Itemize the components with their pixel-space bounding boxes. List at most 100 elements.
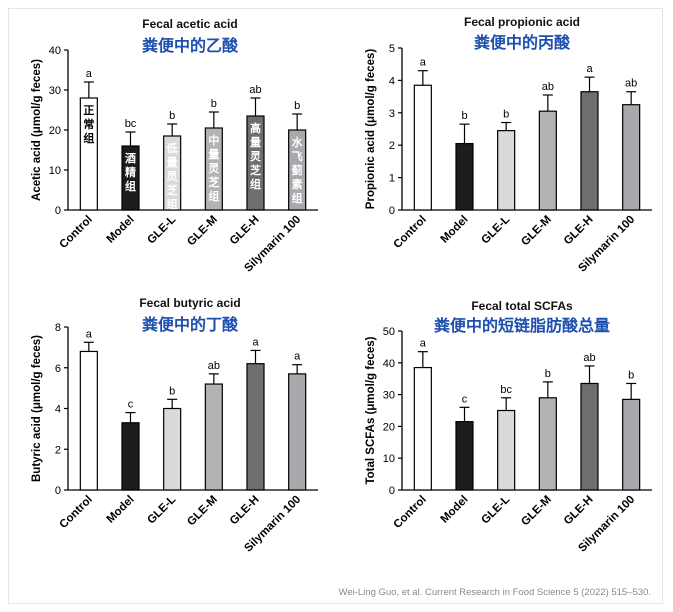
chart1-bar-label: 芝 bbox=[167, 183, 178, 197]
chart2-bar bbox=[622, 104, 641, 211]
chart3-y-tick-label: 0 bbox=[55, 485, 61, 497]
chart4-title: Fecal total SCFAs bbox=[471, 299, 573, 313]
chart4-subtitle: 粪便中的短链脂肪酸总量 bbox=[434, 316, 610, 335]
chart4-bar bbox=[538, 397, 557, 491]
chart2-bar bbox=[413, 84, 432, 211]
chart3-y-tick-label: 8 bbox=[55, 322, 61, 334]
chart1-bar-label: 芝 bbox=[208, 175, 219, 189]
chart1-bar bbox=[204, 127, 223, 211]
chart3-bar bbox=[121, 422, 140, 491]
chart2-title: Fecal propionic acid bbox=[464, 15, 580, 29]
chart1-category-label: Model bbox=[105, 214, 137, 246]
chart2-bar bbox=[538, 110, 557, 211]
chart4-y-tick-label: 0 bbox=[389, 485, 395, 497]
chart3-significance-letter: a bbox=[252, 336, 259, 348]
chart4-y-tick-label: 50 bbox=[383, 326, 395, 338]
chart3-y-tick-label: 4 bbox=[55, 404, 61, 416]
chart1-bar-label: 高 bbox=[250, 121, 261, 135]
chart1-y-tick-label: 30 bbox=[49, 85, 61, 97]
chart2-y-tick-label: 4 bbox=[389, 75, 395, 87]
chart2-y-tick-label: 0 bbox=[389, 205, 395, 217]
chart4-y-label: Total SCFAs (μmol/g feces) bbox=[365, 336, 377, 484]
chart1-bar-label: 灵 bbox=[250, 150, 262, 163]
chart3-significance-letter: c bbox=[128, 399, 134, 411]
chart1-bar-label: 素 bbox=[292, 177, 303, 191]
chart2-y-tick-label: 3 bbox=[389, 108, 395, 120]
chart1-bar-label: 组 bbox=[167, 197, 178, 211]
chart1-bar-label: 芝 bbox=[250, 163, 261, 177]
chart1-category-label: Control bbox=[58, 214, 95, 251]
chart1-bar-label: 组 bbox=[250, 177, 261, 191]
chart2-significance-letter: b bbox=[503, 109, 509, 121]
chart1-title: Fecal acetic acid bbox=[142, 17, 237, 31]
chart4-significance-letter: a bbox=[420, 338, 427, 350]
chart4-category-label: GLE-M bbox=[519, 494, 554, 529]
citation-text: Wei-Ling Guo, et al. Current Research in… bbox=[338, 587, 651, 598]
chart3-category-label: Control bbox=[58, 494, 95, 531]
chart2-category-label: Control bbox=[392, 214, 429, 251]
chart1-bar-label: 灵 bbox=[167, 170, 179, 183]
chart1-category-label: GLE-H bbox=[228, 214, 262, 248]
chart4-bar bbox=[455, 421, 474, 491]
chart3-title: Fecal butyric acid bbox=[139, 296, 240, 310]
chart1-category-label: GLE-M bbox=[185, 214, 220, 249]
chart1-significance-letter: a bbox=[86, 68, 93, 80]
chart1-significance-letter: b bbox=[169, 110, 175, 122]
chart4-y-tick-label: 10 bbox=[383, 453, 395, 465]
chart1-bar bbox=[163, 135, 182, 211]
chart1-bar-label: 量 bbox=[208, 148, 219, 161]
chart3-category-label: GLE-H bbox=[228, 494, 262, 528]
chart2-y-label: Propionic acid (μmol/g feces) bbox=[365, 49, 377, 210]
chart4-category-label: GLE-H bbox=[562, 494, 596, 528]
chart1-y-tick-label: 40 bbox=[49, 45, 61, 57]
chart1-bar-label: 量 bbox=[167, 156, 178, 169]
chart1-bar-label: 中 bbox=[208, 133, 219, 147]
chart3-subtitle: 粪便中的丁酸 bbox=[142, 315, 239, 334]
chart3-significance-letter: ab bbox=[208, 360, 220, 372]
chart2-category-label: GLE-L bbox=[479, 214, 512, 247]
chart2-y-tick-label: 5 bbox=[389, 43, 395, 55]
chart3-bar bbox=[246, 363, 265, 491]
chart2-significance-letter: b bbox=[461, 110, 467, 122]
chart4-category-label: Model bbox=[439, 494, 471, 526]
chart3-category-label: GLE-L bbox=[145, 494, 178, 527]
chart3-bar bbox=[204, 383, 223, 491]
chart1-bar-label: 组 bbox=[292, 191, 303, 205]
chart2-subtitle: 粪便中的丙酸 bbox=[474, 33, 571, 52]
chart3-y-label: Butyric acid (μmol/g feces) bbox=[31, 335, 43, 482]
chart4-category-label: GLE-L bbox=[479, 494, 512, 527]
chart1-y-tick-label: 0 bbox=[55, 205, 61, 217]
chart4-significance-letter: b bbox=[628, 369, 634, 381]
chart4-bar bbox=[413, 366, 432, 491]
chart4-y-tick-label: 30 bbox=[383, 390, 395, 402]
chart1-bar-label: 精 bbox=[125, 165, 136, 179]
chart2-bar bbox=[455, 142, 474, 211]
chart2-y-tick-label: 2 bbox=[389, 140, 395, 152]
chart1-bar-label: 蓟 bbox=[291, 163, 303, 177]
chart1-y-label: Acetic acid (μmol/g feces) bbox=[31, 59, 43, 201]
chart2-y-tick-label: 1 bbox=[389, 173, 395, 185]
figure-frame bbox=[8, 8, 663, 604]
chart4-bar bbox=[497, 409, 516, 491]
chart4-significance-letter: c bbox=[462, 393, 468, 405]
chart1-bar-label: 量 bbox=[250, 136, 261, 149]
chart2-category-label: GLE-M bbox=[519, 214, 554, 249]
chart1-bar-label: 低 bbox=[166, 141, 178, 155]
chart1-significance-letter: ab bbox=[249, 84, 261, 96]
chart2-significance-letter: a bbox=[420, 57, 427, 69]
chart1-bar-label: 常 bbox=[83, 117, 94, 131]
chart1-significance-letter: b bbox=[211, 98, 217, 110]
chart1-y-tick-label: 10 bbox=[49, 165, 61, 177]
chart3-y-tick-label: 2 bbox=[55, 444, 61, 456]
chart1-bar-label: 正 bbox=[83, 104, 94, 117]
chart1-bar-label: 飞 bbox=[292, 150, 303, 163]
chart1-category-label: GLE-L bbox=[145, 214, 178, 247]
chart4-bar bbox=[622, 398, 641, 491]
chart1-bar bbox=[79, 97, 98, 211]
chart4-significance-letter: b bbox=[545, 368, 551, 380]
chart1-bar bbox=[288, 129, 307, 211]
chart1-bar-label: 组 bbox=[83, 131, 94, 145]
chart1-bar-label: 组 bbox=[125, 179, 136, 193]
chart3-significance-letter: b bbox=[169, 385, 175, 397]
